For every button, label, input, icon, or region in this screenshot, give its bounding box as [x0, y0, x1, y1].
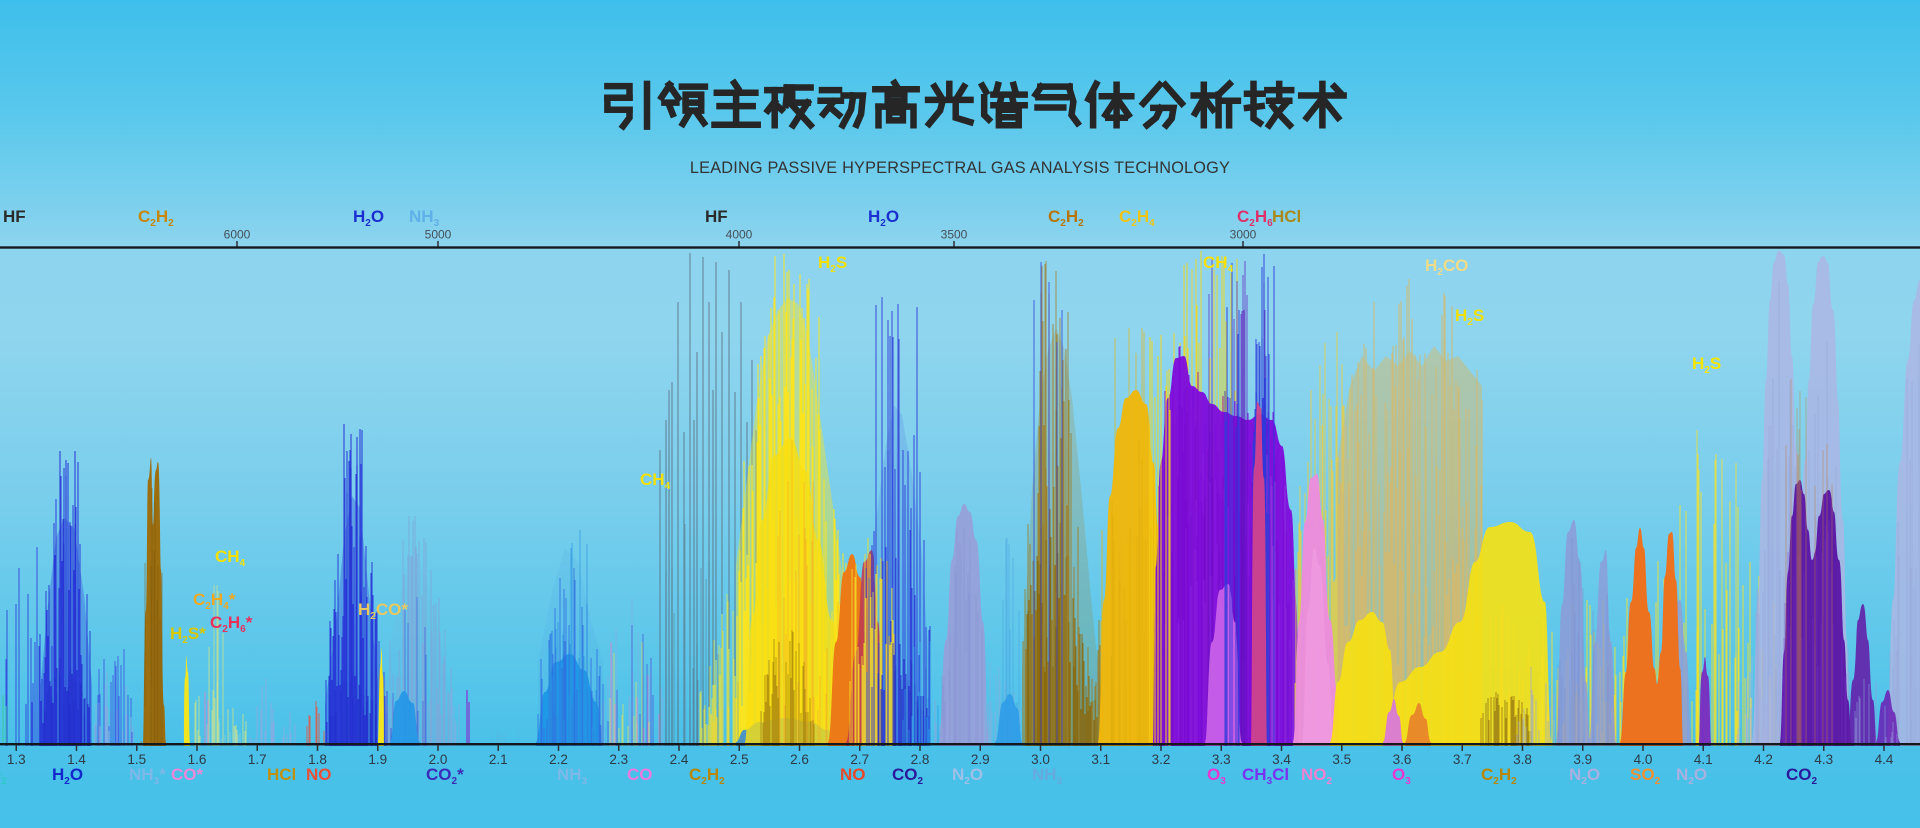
svg-text:5000: 5000 — [425, 228, 452, 242]
svg-text:H2CO*: H2CO* — [358, 600, 408, 622]
svg-text:CH4: CH4 — [1203, 253, 1234, 275]
svg-text:O3: O3 — [1392, 765, 1411, 787]
svg-text:3.6: 3.6 — [1393, 752, 1412, 767]
svg-text:SO2: SO2 — [1630, 765, 1661, 787]
svg-text:4.1: 4.1 — [1694, 752, 1713, 767]
svg-text:N2O: N2O — [952, 765, 983, 787]
svg-text:H2S: H2S — [1692, 354, 1721, 376]
svg-text:3.8: 3.8 — [1513, 752, 1532, 767]
svg-text:CO2: CO2 — [892, 765, 924, 787]
svg-text:2.7: 2.7 — [850, 752, 869, 767]
svg-text:3000: 3000 — [1230, 228, 1257, 242]
svg-text:2.8: 2.8 — [911, 752, 930, 767]
svg-text:H2CO: H2CO — [1425, 256, 1468, 278]
svg-text:H2O: H2O — [868, 207, 899, 229]
svg-text:1.6: 1.6 — [188, 752, 207, 767]
svg-text:C2H6*: C2H6* — [210, 613, 253, 635]
svg-text:3.1: 3.1 — [1091, 752, 1110, 767]
svg-text:H2S*: H2S* — [170, 624, 206, 646]
svg-text:CO*: CO* — [171, 765, 204, 784]
svg-text:CH3Cl: CH3Cl — [1242, 765, 1289, 787]
svg-text:2.0: 2.0 — [429, 752, 448, 767]
svg-text:1.5: 1.5 — [127, 752, 146, 767]
svg-text:H2O: H2O — [353, 207, 384, 229]
svg-text:1.7: 1.7 — [248, 752, 267, 767]
svg-text:4000: 4000 — [726, 228, 753, 242]
svg-text:2.1: 2.1 — [489, 752, 508, 767]
svg-text:2.3: 2.3 — [609, 752, 628, 767]
svg-text:CO2*: CO2* — [426, 765, 464, 787]
svg-text:2.9: 2.9 — [971, 752, 990, 767]
svg-text:1.8: 1.8 — [308, 752, 327, 767]
svg-text:3.4: 3.4 — [1272, 752, 1291, 767]
svg-text:HF: HF — [705, 207, 728, 226]
svg-text:NH3: NH3 — [409, 207, 440, 229]
svg-text:3.2: 3.2 — [1152, 752, 1171, 767]
svg-text:2.6: 2.6 — [790, 752, 809, 767]
svg-text:HF: HF — [3, 207, 26, 226]
svg-text:3500: 3500 — [941, 228, 968, 242]
svg-text:3.0: 3.0 — [1031, 752, 1050, 767]
svg-text:H2S: H2S — [818, 253, 847, 275]
svg-text:C2H4*: C2H4* — [193, 590, 236, 612]
svg-text:O2: O2 — [0, 765, 7, 787]
svg-text:NH3: NH3 — [1032, 765, 1063, 787]
svg-text:H2O: H2O — [52, 765, 83, 787]
svg-text:C2H2: C2H2 — [1048, 207, 1084, 229]
svg-text:4.4: 4.4 — [1875, 752, 1894, 767]
svg-text:3.3: 3.3 — [1212, 752, 1231, 767]
svg-text:6000: 6000 — [224, 228, 251, 242]
svg-text:C2H2: C2H2 — [138, 207, 174, 229]
svg-text:NH3: NH3 — [557, 765, 588, 787]
svg-text:CH4: CH4 — [640, 470, 671, 492]
svg-text:1.4: 1.4 — [67, 752, 86, 767]
svg-text:4.0: 4.0 — [1634, 752, 1653, 767]
svg-text:1.3: 1.3 — [7, 752, 26, 767]
svg-text:H2S: H2S — [1455, 306, 1484, 328]
svg-text:C2H2: C2H2 — [1481, 765, 1517, 787]
svg-text:NO: NO — [306, 765, 332, 784]
svg-text:3.7: 3.7 — [1453, 752, 1472, 767]
svg-text:4.2: 4.2 — [1754, 752, 1773, 767]
svg-text:N2O: N2O — [1676, 765, 1707, 787]
svg-text:NO: NO — [840, 765, 866, 784]
svg-text:LEADING PASSIVE HYPERSPECTRAL: LEADING PASSIVE HYPERSPECTRAL GAS ANALYS… — [690, 159, 1230, 177]
svg-text:HCl: HCl — [1272, 207, 1301, 226]
svg-text:N2O: N2O — [1569, 765, 1600, 787]
svg-text:C2H2: C2H2 — [689, 765, 725, 787]
svg-text:C2H4: C2H4 — [1119, 207, 1155, 229]
svg-text:NH3*: NH3* — [129, 765, 166, 787]
svg-text:3.5: 3.5 — [1332, 752, 1351, 767]
svg-text:1.9: 1.9 — [368, 752, 387, 767]
svg-text:CH4: CH4 — [215, 547, 246, 569]
svg-text:2.2: 2.2 — [549, 752, 568, 767]
svg-text:3.9: 3.9 — [1573, 752, 1592, 767]
svg-text:CO: CO — [627, 765, 653, 784]
svg-text:2.5: 2.5 — [730, 752, 749, 767]
svg-text:CO2: CO2 — [1786, 765, 1818, 787]
svg-text:C2H6: C2H6 — [1237, 207, 1273, 229]
svg-text:4.3: 4.3 — [1814, 752, 1833, 767]
svg-text:HCl: HCl — [267, 765, 296, 784]
svg-text:O3: O3 — [1207, 765, 1226, 787]
svg-text:NO2: NO2 — [1301, 765, 1333, 787]
svg-text:2.4: 2.4 — [670, 752, 689, 767]
